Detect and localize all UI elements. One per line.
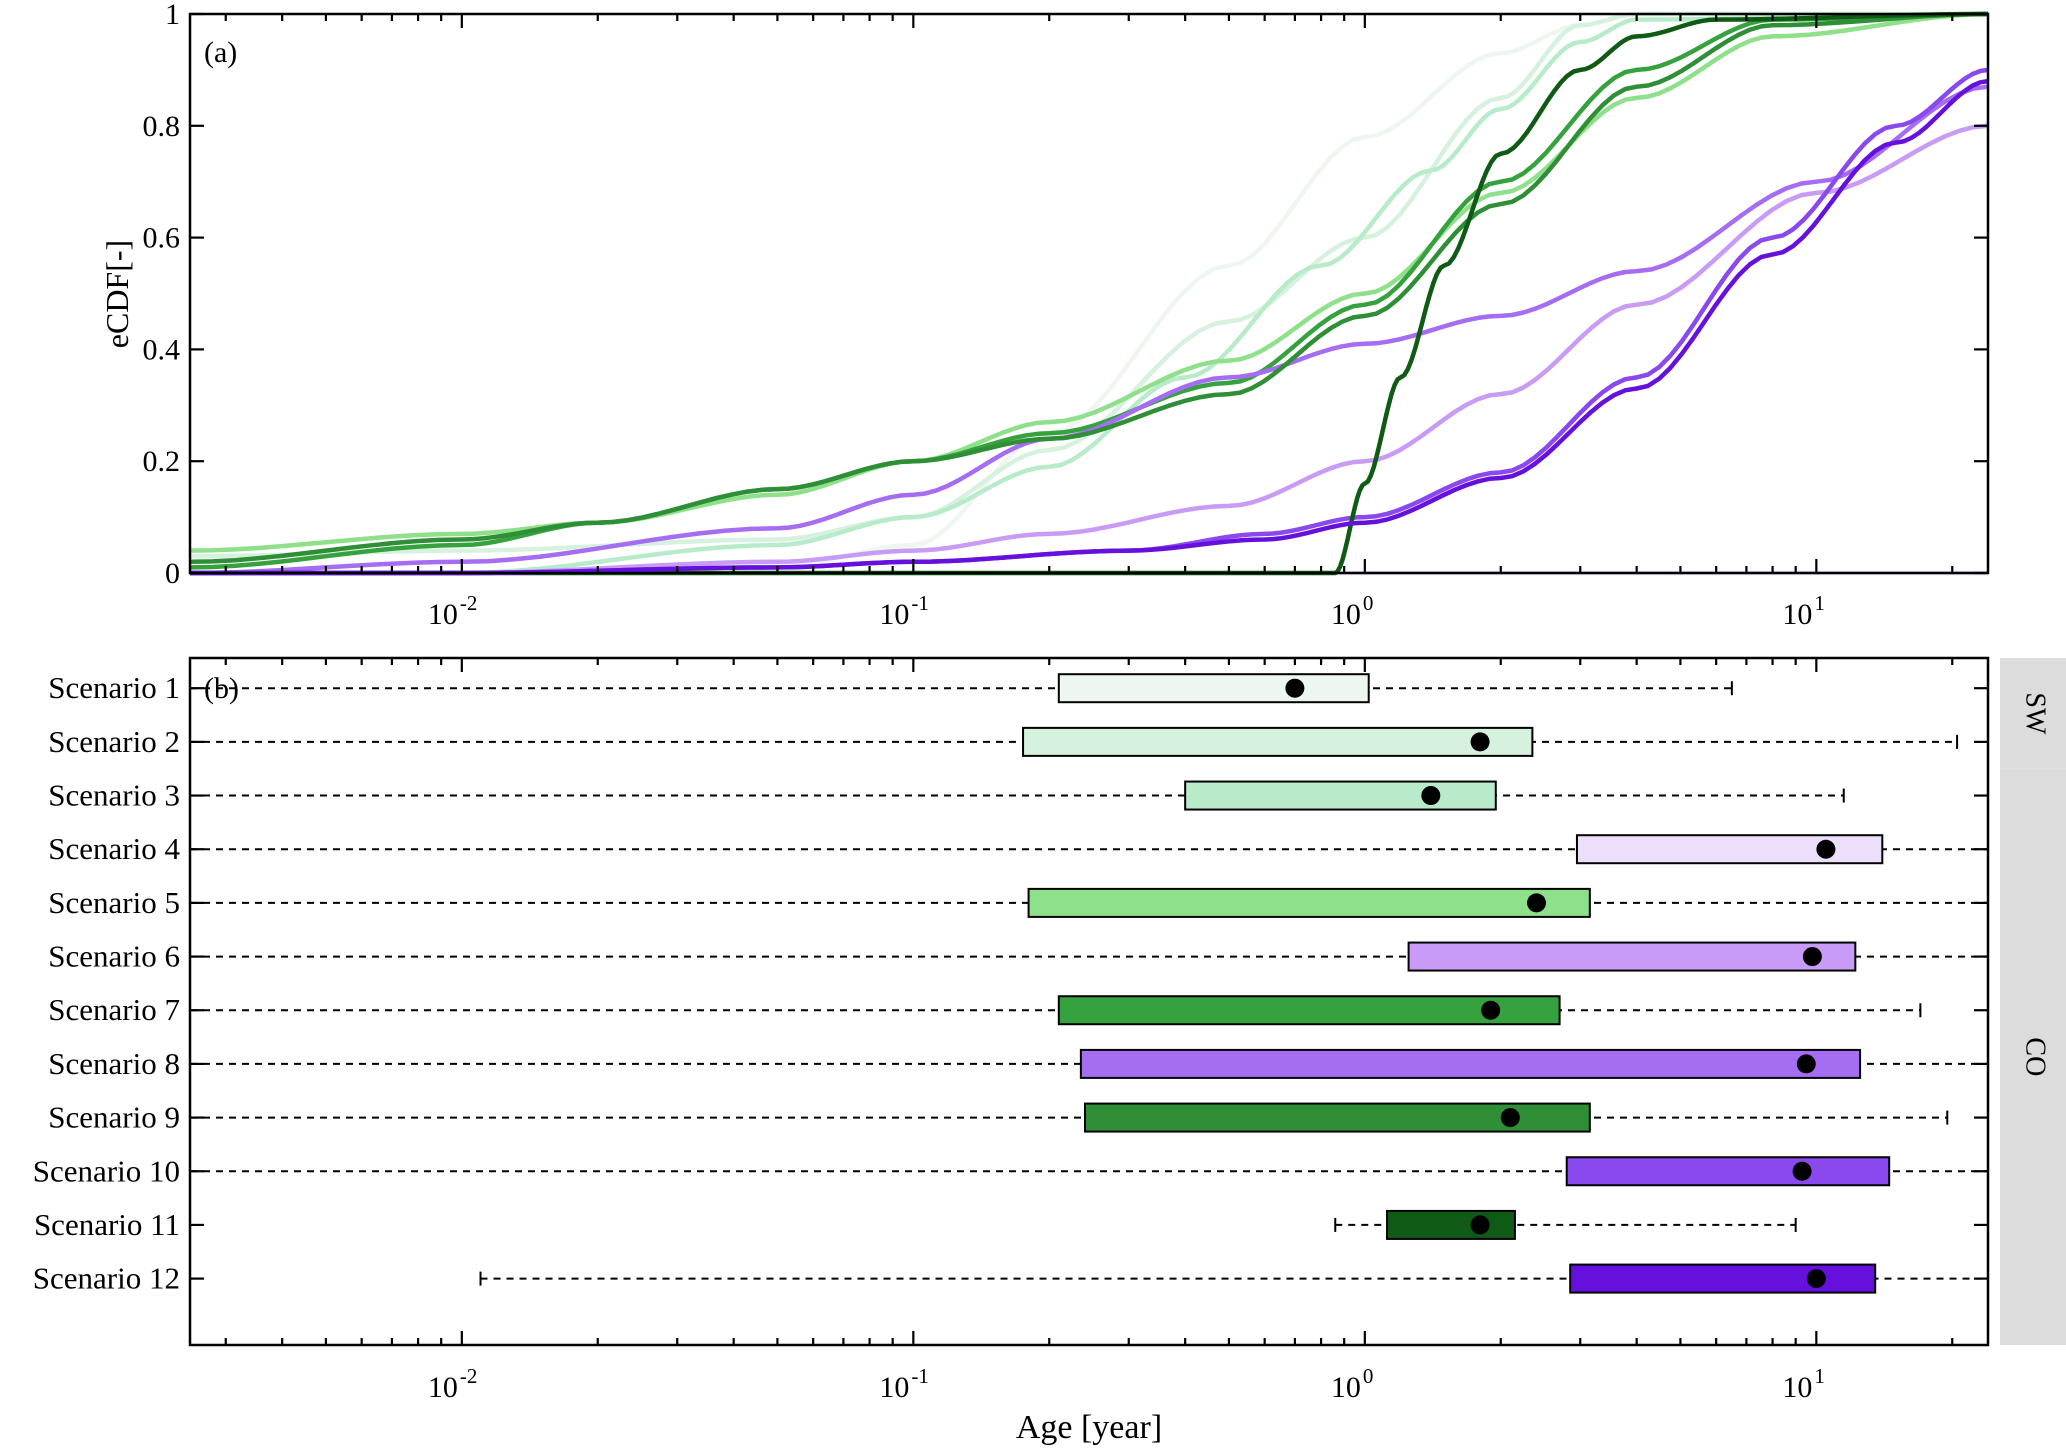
scenario-label: Scenario 8 (48, 1046, 180, 1081)
box-2 (1022, 726, 1534, 757)
a-x-tick-label-exponent: -2 (460, 591, 478, 615)
ecdf-line-2 (189, 11, 1988, 559)
y-tick-label: 0.4 (143, 333, 181, 366)
scenario-label: Scenario 11 (34, 1207, 180, 1242)
ecdf-line-7 (189, 11, 1989, 570)
ecdf-lines (189, 11, 1989, 576)
scenario-label: Scenario 10 (33, 1153, 180, 1188)
scenario-label: Scenario 9 (48, 1100, 180, 1135)
a-x-tick-label-exponent: -1 (911, 591, 929, 615)
scenario-label: Scenario 3 (48, 778, 180, 813)
side-strip-co (2000, 768, 2066, 1345)
scenario-label: Scenario 1 (48, 670, 180, 705)
y-tick-label: 0.8 (143, 110, 181, 143)
scenario-label: Scenario 7 (48, 992, 180, 1027)
scenario-label: Scenario 12 (33, 1261, 180, 1296)
side-strips: SW CO (2000, 658, 2066, 1345)
ecdf-line-6 (190, 123, 1989, 576)
scenario-label: Scenario 2 (48, 724, 180, 759)
x-axis-label: Age [year] (1016, 1409, 1162, 1446)
b-x-tick-label-exponent: -1 (911, 1364, 929, 1388)
median-point-10 (1792, 1161, 1812, 1181)
median-point-5 (1526, 893, 1546, 913)
ecdf-line-8 (189, 84, 1989, 576)
ecdf-line-3 (190, 11, 1989, 576)
box-6 (1407, 941, 1857, 972)
panel-b-label: (b) (204, 672, 239, 705)
panel-b-x-tick-labels: 10 -2 10 -1 10 0 10 1 (428, 1364, 1825, 1404)
ecdf-line-5 (189, 11, 1989, 553)
ecdf-line-12 (190, 78, 1989, 576)
b-x-tick-label-base: 10 (1331, 1371, 1361, 1404)
panel-a-ticks (190, 12, 1988, 575)
whiskers (190, 681, 1988, 1286)
ecdf-line-10 (190, 67, 1989, 576)
scenario-labels: Scenario 1 Scenario 2 Scenario 3 Scenario 4… (33, 670, 181, 1295)
y-axis-label: eCDF[-] (99, 240, 135, 348)
median-point-2 (1470, 732, 1490, 752)
box-12 (1569, 1263, 1877, 1294)
median-point-3 (1421, 786, 1441, 806)
b-x-tick-label-base: 10 (428, 1371, 458, 1404)
median-point-6 (1802, 947, 1822, 967)
panel-a-ecdf-chart: (a) eCDF[-] 00.20.40.60.81 10 -2 10 -1 10 0 10… (99, 0, 1990, 631)
y-tick-label: 0.6 (143, 222, 181, 255)
a-x-tick-label-base: 10 (879, 598, 909, 631)
panel-a-x-tick-labels: 10 -2 10 -1 10 0 10 1 (428, 591, 1825, 631)
box-10 (1565, 1156, 1891, 1187)
y-tick-label: 0 (165, 557, 180, 590)
y-tick-labels: 0 0.2 0.4 0.6 0.8 1 (143, 0, 181, 590)
b-x-tick-label-base: 10 (879, 1371, 909, 1404)
ecdf-line-9 (189, 11, 1989, 565)
b-x-tick-label-exponent: -2 (460, 1364, 478, 1388)
ecdf-line-1 (190, 11, 1988, 576)
box-5 (1027, 887, 1591, 918)
a-x-tick-label-base: 10 (1782, 598, 1812, 631)
a-x-tick-label-exponent: 1 (1814, 591, 1825, 615)
box-4 (1575, 834, 1884, 865)
median-point-12 (1806, 1269, 1826, 1289)
side-strip-label: CO (2020, 1037, 2051, 1076)
panel-a-label: (a) (204, 36, 237, 69)
median-point-8 (1796, 1054, 1816, 1074)
side-strip-sw (2000, 658, 2066, 769)
median-point-11 (1470, 1215, 1490, 1235)
median-point-4 (1816, 839, 1836, 859)
b-x-tick-label-exponent: 0 (1363, 1364, 1374, 1388)
box-8 (1079, 1048, 1862, 1079)
scenario-label: Scenario 4 (48, 831, 180, 866)
y-tick-label: 0.2 (143, 445, 181, 478)
box-11 (1386, 1209, 1516, 1240)
panel-a-frame (188, 12, 1990, 575)
a-x-tick-label-exponent: 0 (1363, 591, 1374, 615)
box-3 (1184, 780, 1497, 811)
scenario-label: Scenario 5 (48, 885, 180, 920)
y-tick-label: 1 (165, 0, 180, 31)
box-1 (1057, 673, 1370, 704)
median-point-9 (1500, 1108, 1520, 1128)
panel-b-frame (188, 656, 1990, 1347)
median-point-7 (1481, 1000, 1501, 1020)
b-x-tick-label-base: 10 (1782, 1371, 1812, 1404)
side-strip-label: SW (2020, 692, 2051, 735)
a-x-tick-label-base: 10 (1331, 598, 1361, 631)
ecdf-line-11 (190, 11, 1989, 576)
a-x-tick-label-base: 10 (428, 598, 458, 631)
b-x-tick-label-exponent: 1 (1814, 1364, 1825, 1388)
scenario-label: Scenario 6 (48, 939, 180, 974)
box-7 (1057, 995, 1561, 1026)
boxes (1022, 673, 1891, 1294)
median-point-1 (1285, 678, 1305, 698)
